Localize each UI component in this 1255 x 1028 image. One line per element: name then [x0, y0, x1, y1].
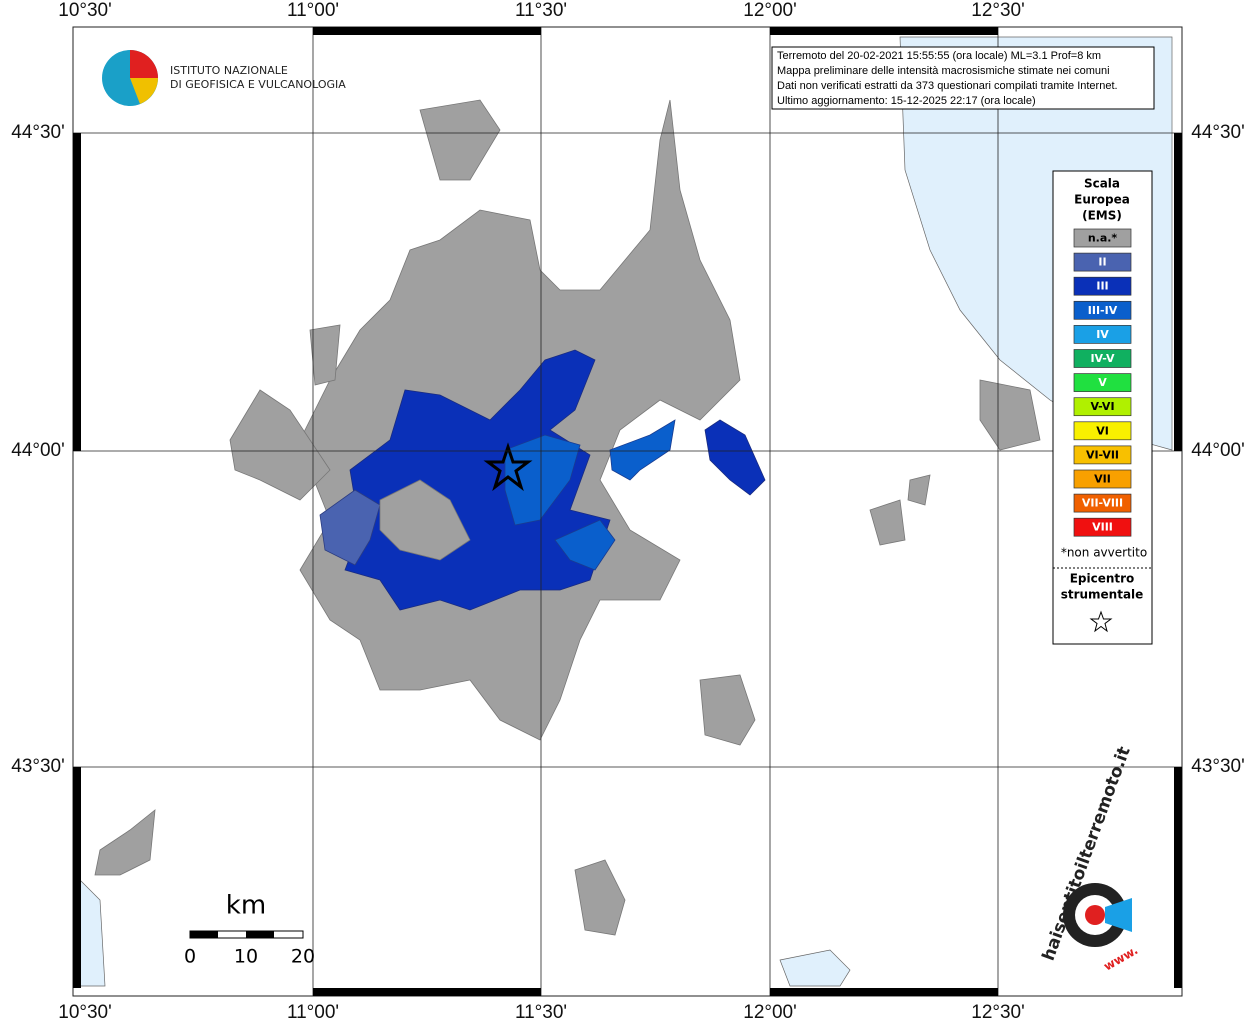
logo-line: ISTITUTO NAZIONALE [170, 64, 288, 77]
lat-label: 43°30' [1191, 756, 1245, 777]
lat-label: 44°30' [1191, 122, 1245, 143]
scale-bar [190, 931, 218, 938]
site-logo [1105, 898, 1132, 932]
graticule [73, 27, 1182, 996]
legend-swatch [1073, 325, 1132, 344]
scale-label: 0 [184, 946, 196, 968]
legend-swatch [1073, 421, 1132, 441]
ingv-logo [130, 50, 158, 78]
legend-swatch [1073, 493, 1132, 513]
legend-label: III-IV [1088, 304, 1118, 317]
legend-swatch [1073, 252, 1132, 272]
axis-labels: 10°30' 10°30' 11°00' 11°00' 11°30' 11°30' 12°0… [11, 0, 1245, 1023]
legend-label: IV-V [1090, 352, 1115, 365]
lat-label: 44°00' [1191, 440, 1245, 461]
legend-star [1089, 610, 1113, 633]
legend-swatch [1073, 445, 1132, 465]
legend-label: VII [1094, 473, 1111, 486]
legend-swatch [1073, 397, 1132, 417]
lon-label: 12°00' [743, 1002, 797, 1023]
scale-unit: km [226, 891, 266, 921]
legend-label: VI-VII [1086, 448, 1119, 461]
legend-label: n.a.* [1088, 232, 1118, 245]
lon-label: 12°30' [971, 0, 1025, 21]
legend-swatch [1073, 349, 1132, 368]
legend-label: II [1098, 256, 1106, 269]
lon-label: 10°30' [58, 0, 112, 21]
legend-swatch [1073, 276, 1132, 296]
lat-label: 43°30' [11, 756, 65, 777]
ingv-logo [130, 78, 158, 104]
info-line: Dati non verificati estratti da 373 ques… [777, 80, 1118, 92]
lake [779, 949, 851, 987]
site-logo [1085, 905, 1105, 925]
info-text: Terremoto del 20-02-2021 15:55:55 (ora l… [777, 50, 1118, 107]
lon-label: 11°30' [515, 0, 567, 21]
legend-note: *non avvertito [1061, 546, 1147, 560]
info-line: Terremoto del 20-02-2021 15:55:55 (ora l… [777, 50, 1101, 62]
scale-bar [246, 931, 274, 938]
legend-label: VI [1096, 424, 1109, 437]
info-box [771, 46, 1155, 110]
legend-epicenter: Epicentro [1070, 572, 1135, 586]
info-line: Ultimo aggiornamento: 15-12-2025 22:17 (… [777, 95, 1036, 107]
logo-line: DI GEOFISICA E VULCANOLOGIA [170, 78, 346, 91]
legend-label: V-VI [1090, 400, 1114, 413]
legend-label: VII-VIII [1082, 497, 1123, 510]
legend-swatch [1073, 373, 1132, 392]
scale-label: 20 [291, 946, 315, 968]
lat-label: 44°00' [11, 440, 65, 461]
frame-bars [73, 27, 1182, 996]
scale-label: 10 [234, 946, 258, 968]
lon-label: 12°00' [743, 0, 797, 21]
legend-title: (EMS) [1082, 209, 1122, 223]
lon-label: 11°00' [287, 1002, 339, 1023]
legend-swatch [1073, 469, 1132, 489]
info-line: Mappa preliminare delle intensità macros… [777, 65, 1110, 77]
legend-title: Europea [1074, 193, 1130, 207]
legend-label: VIII [1092, 521, 1113, 534]
lon-label: 11°30' [515, 1002, 567, 1023]
legend-title: Scala [1084, 177, 1120, 191]
legend-epicenter: strumentale [1061, 588, 1144, 602]
legend-swatch [1073, 517, 1132, 537]
epicenter-star [483, 442, 533, 492]
legend-swatch [1073, 300, 1132, 320]
legend-label: IV [1096, 328, 1109, 341]
lon-label: 12°30' [971, 1002, 1025, 1023]
legend-swatch [1073, 228, 1132, 248]
municipalities-felt [319, 349, 766, 611]
legend-label: V [1098, 376, 1107, 389]
lat-label: 44°30' [11, 122, 65, 143]
lon-label: 11°00' [287, 0, 339, 21]
legend: ScalaEuropea(EMS)n.a.*IIIIIIII-IVIVIV-VV… [1053, 177, 1152, 633]
legend-label: III [1096, 280, 1108, 293]
lon-label: 10°30' [58, 1002, 112, 1023]
